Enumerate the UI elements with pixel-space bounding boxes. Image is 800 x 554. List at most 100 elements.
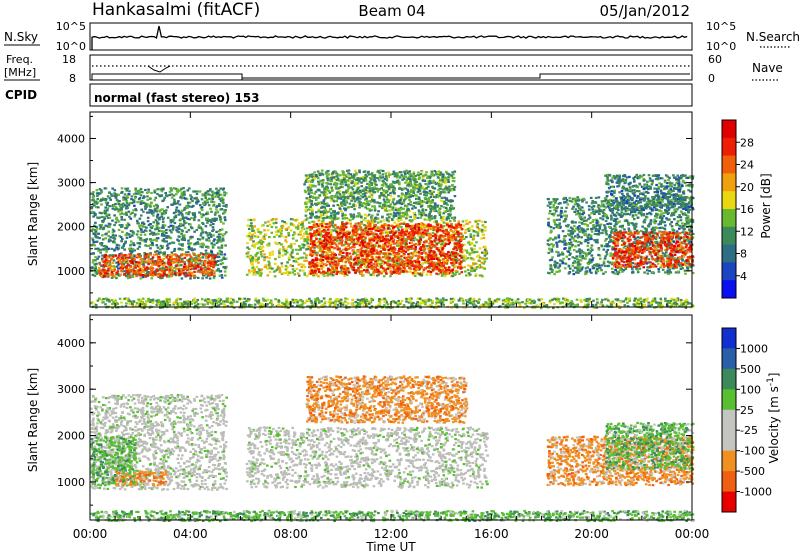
heatmap-cell <box>333 269 336 272</box>
heatmap-cell <box>94 247 97 250</box>
heatmap-cell <box>382 267 385 270</box>
heatmap-cell <box>331 236 334 239</box>
heatmap-cell <box>160 260 164 263</box>
heatmap-cell <box>126 263 130 266</box>
heatmap-cell <box>314 264 318 267</box>
heatmap-cell <box>137 255 141 259</box>
heatmap-cell <box>217 195 220 198</box>
heatmap-cell <box>195 228 199 232</box>
heatmap-cell <box>132 242 135 245</box>
heatmap-cell <box>317 270 321 273</box>
heatmap-cell <box>177 189 180 192</box>
heatmap-cell <box>124 265 128 268</box>
heatmap-cell <box>355 269 358 272</box>
heatmap-cell <box>104 212 107 215</box>
heatmap-cell <box>171 241 174 244</box>
heatmap-cell <box>187 229 191 232</box>
heatmap-cell <box>303 232 306 235</box>
heatmap-cell <box>315 272 318 276</box>
heatmap-cell <box>347 247 350 250</box>
heatmap-cell <box>475 225 479 228</box>
heatmap-cell <box>211 190 214 193</box>
heatmap-cell <box>420 223 423 226</box>
heatmap-cell <box>120 269 123 272</box>
heatmap-cell <box>94 256 97 259</box>
heatmap-cell <box>329 250 332 254</box>
heatmap-cell <box>132 244 136 247</box>
heatmap-cell <box>439 271 443 274</box>
heatmap-cell <box>417 240 421 243</box>
heatmap-cell <box>422 234 425 237</box>
heatmap-cell <box>367 242 370 245</box>
heatmap-cell <box>141 221 144 225</box>
heatmap-cell <box>297 248 301 252</box>
heatmap-cell <box>189 274 193 277</box>
heatmap-cell <box>281 254 285 257</box>
heatmap-cell <box>481 275 484 278</box>
heatmap-cell <box>411 271 415 275</box>
heatmap-cell <box>393 254 397 257</box>
heatmap-cell <box>417 171 420 174</box>
heatmap-cell <box>454 238 457 241</box>
heatmap-cell <box>360 272 363 275</box>
heatmap-cell <box>294 219 297 222</box>
heatmap-cell <box>209 218 212 222</box>
heatmap-cell <box>161 232 164 235</box>
heatmap-cell <box>443 275 447 278</box>
heatmap-cell <box>451 271 454 274</box>
heatmap-cell <box>280 243 283 246</box>
heatmap-cell <box>130 252 133 255</box>
heatmap-cell <box>320 222 323 226</box>
heatmap-cell <box>154 270 157 273</box>
heatmap-cell <box>145 269 148 272</box>
heatmap-cell <box>187 239 190 242</box>
heatmap-cell <box>326 271 329 274</box>
heatmap-cell <box>401 178 404 181</box>
heatmap-cell <box>447 266 451 269</box>
heatmap-cell <box>169 221 173 224</box>
heatmap-cell <box>133 270 136 273</box>
heatmap-cell <box>111 261 115 264</box>
heatmap-cell <box>113 189 117 192</box>
heatmap-cell <box>161 276 164 279</box>
heatmap-cell <box>455 247 459 250</box>
heatmap-cell <box>435 220 438 223</box>
heatmap-cell <box>125 224 128 227</box>
heatmap-cell <box>201 229 204 232</box>
heatmap-cell <box>223 266 226 269</box>
heatmap-cell <box>97 249 100 252</box>
heatmap-cell <box>103 216 106 219</box>
heatmap-cell <box>426 229 429 232</box>
heatmap-cell <box>215 241 219 245</box>
heatmap-cell <box>223 194 226 197</box>
heatmap-cell <box>415 232 418 235</box>
heatmap-cell <box>389 244 393 247</box>
heatmap-cell <box>446 259 449 262</box>
heatmap-cell <box>182 220 186 223</box>
heatmap-cell <box>458 247 461 250</box>
heatmap-cell <box>296 227 300 230</box>
heatmap-cell <box>308 262 311 265</box>
heatmap-cell <box>452 226 456 229</box>
heatmap-cell <box>295 239 298 242</box>
heatmap-cell <box>206 266 209 269</box>
heatmap-cell <box>92 215 95 218</box>
heatmap-cell <box>247 247 251 251</box>
heatmap-cell <box>427 258 431 261</box>
freq-label-line2: [MHz] <box>4 66 36 79</box>
heatmap-cell <box>467 272 471 275</box>
heatmap-cell <box>201 246 204 249</box>
heatmap-cell <box>410 261 413 264</box>
heatmap-cell <box>403 233 407 236</box>
heatmap-cell <box>358 225 361 228</box>
heatmap-cell <box>435 272 438 275</box>
heatmap-cell <box>190 196 193 199</box>
heatmap-cell <box>335 272 338 276</box>
heatmap-cell <box>468 253 472 256</box>
heatmap-cell <box>177 264 181 267</box>
heatmap-cell <box>413 274 417 277</box>
heatmap-cell <box>417 234 420 237</box>
heatmap-cell <box>203 260 207 263</box>
heatmap-cell <box>276 267 280 270</box>
heatmap-cell <box>455 225 458 228</box>
